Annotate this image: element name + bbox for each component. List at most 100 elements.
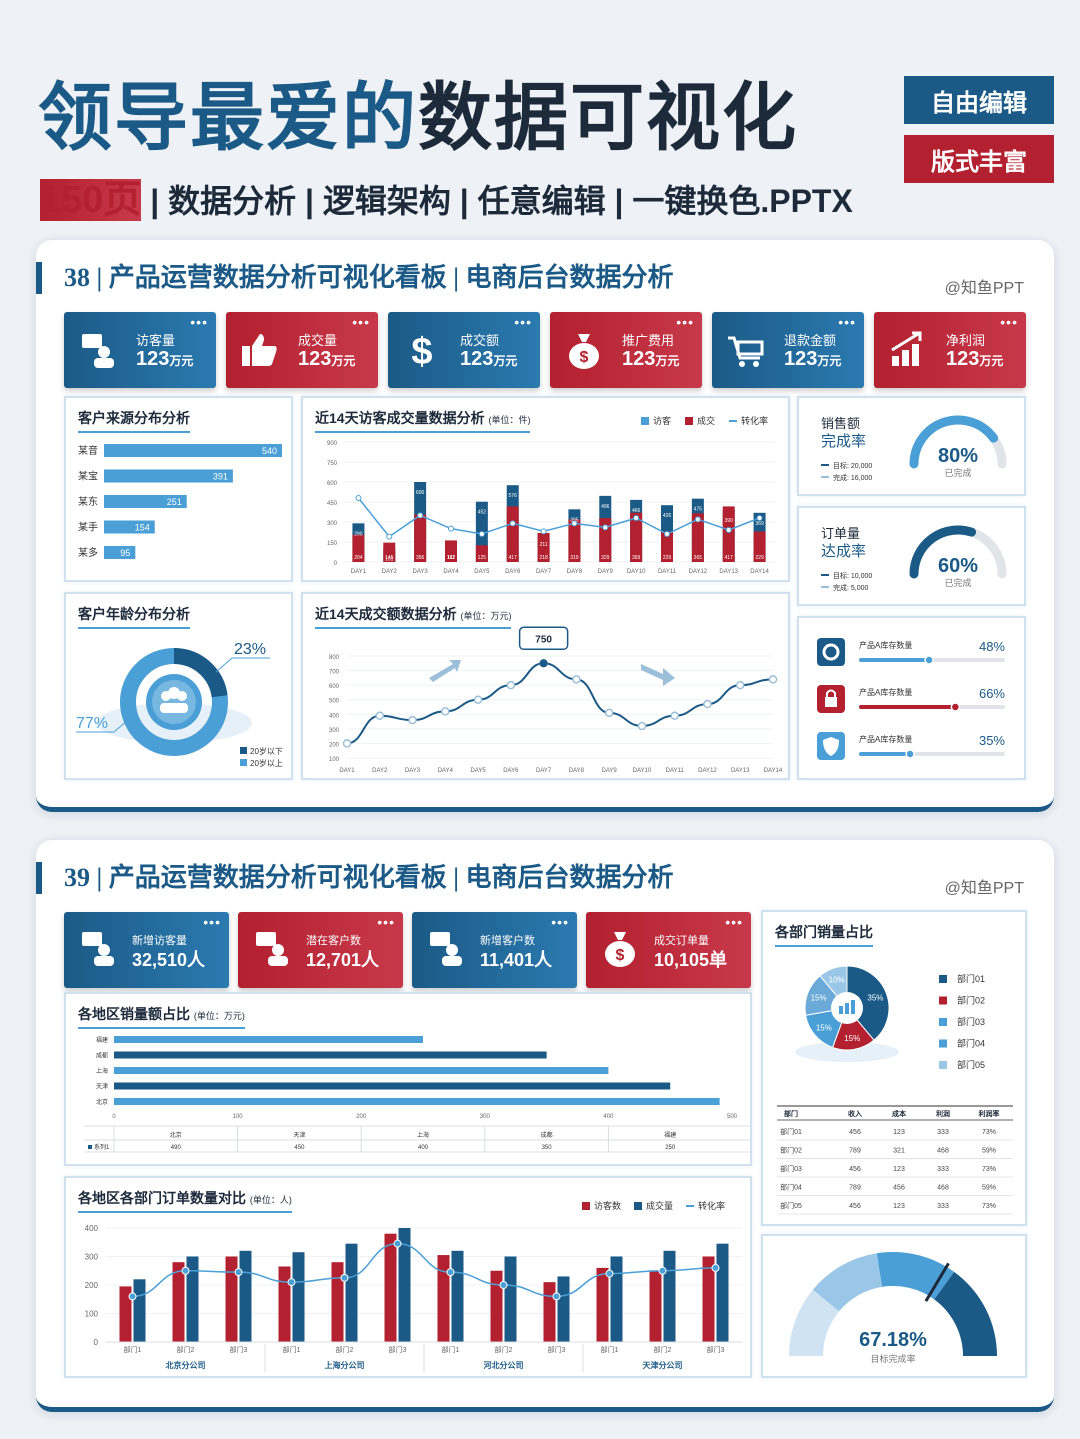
visit-value-label: 290 <box>354 531 363 537</box>
visitor-bar <box>437 1255 450 1342</box>
share-slice <box>831 1007 875 1051</box>
x-tick-label: DAY8 <box>567 569 583 575</box>
panel-title-text: 各地区各部门订单数量对比 <box>78 1190 246 1206</box>
deal-value-label: 145 <box>385 555 394 561</box>
deal-value-label: 162 <box>447 555 456 561</box>
x-tick-label: DAY1 <box>351 569 367 575</box>
legend-swatch <box>939 996 947 1005</box>
visit-value-label: 452 <box>478 510 487 516</box>
x-tick-label: 部门3 <box>707 1345 725 1354</box>
hero-subtitle: 150页 | 数据分析 | 逻辑架构 | 任意编辑 | 一键换色.PPTX <box>40 168 853 223</box>
kpi-number: 123 <box>784 348 818 370</box>
share-slice <box>846 965 890 1041</box>
rate-point <box>386 533 393 540</box>
x-tick-label: DAY4 <box>443 569 459 575</box>
more-icon[interactable]: ••• <box>1000 314 1018 330</box>
table-header-cell: 天津 <box>293 1132 305 1139</box>
kpi-label: 退款金额 <box>784 333 837 348</box>
more-icon[interactable]: ••• <box>551 914 569 930</box>
share-slice-label: 15% <box>811 994 827 1003</box>
panel-title-unit: (单位：万元) <box>460 611 512 621</box>
order-gauge: 订单量 达成率 目标: 10,000 完成: 5,000 60% 已完成 <box>821 525 1007 592</box>
rate-point <box>552 1292 561 1301</box>
legend-swatch <box>939 1061 947 1069</box>
donut-slice-under20 <box>173 648 228 698</box>
source-bar <box>104 469 233 483</box>
y-tick-label: 150 <box>327 541 338 547</box>
stock-bar-knob <box>924 655 934 665</box>
peak-callout <box>518 626 569 651</box>
more-icon[interactable]: ••• <box>203 914 221 930</box>
sales-gauge-arc <box>909 415 999 469</box>
rate-point <box>725 527 732 533</box>
deal-bar <box>630 512 643 562</box>
kpi-value: 123万元 <box>784 348 841 371</box>
x-tick-label: 部门3 <box>548 1345 566 1354</box>
table-cell: 73% <box>982 1129 996 1136</box>
deal-bar <box>414 514 427 562</box>
deal-bar <box>753 531 766 562</box>
kpi-label: 成交量 <box>298 333 338 348</box>
gauge-segment <box>789 1289 840 1356</box>
legend-label: 成交量 <box>646 1200 673 1211</box>
panel-title-unit: (单位：人) <box>249 1195 292 1205</box>
bar-category-label: 某多 <box>78 546 98 559</box>
stock-pct: 66% <box>979 686 1005 701</box>
dept-panel: 各地区各部门订单数量对比 (单位：人) 访客数 成交量 转化率 0 100 200 300 4… <box>64 1176 752 1378</box>
deal-bar <box>292 1252 305 1342</box>
table-cell: 456 <box>849 1129 861 1136</box>
deal-bar <box>691 513 704 562</box>
x-tick-label: 部门1 <box>283 1345 301 1354</box>
x-tick-label: DAY3 <box>405 768 421 774</box>
visitor-bar <box>384 1233 397 1342</box>
stock-label: 产品A库存数量 <box>859 734 912 744</box>
kpi-value: 32,510人 <box>132 950 206 970</box>
kpi-label: 成交额 <box>460 333 500 348</box>
legend-label: 成交 <box>697 415 715 426</box>
hero-subtitle-tags: | 数据分析 | 逻辑架构 | 任意编辑 | 一键换色.PPTX <box>141 183 853 219</box>
amount-point <box>604 708 614 718</box>
more-icon[interactable]: ••• <box>377 914 395 930</box>
source-bar <box>104 546 136 559</box>
share-slice-label: 35% <box>867 994 883 1003</box>
visit-value-label: 576 <box>509 493 518 499</box>
share-slice-label: 10% <box>829 976 845 985</box>
region-bar <box>114 1082 671 1090</box>
x-tick-label: DAY14 <box>764 768 783 774</box>
bar-category-label: 某宝 <box>78 470 98 483</box>
kpi-label: 净利润 <box>946 333 986 348</box>
region-bar <box>114 1067 609 1074</box>
more-icon[interactable]: ••• <box>514 314 532 330</box>
target-gauge-panel: 67.18% 目标完成率 <box>761 1234 1027 1378</box>
more-icon[interactable]: ••• <box>352 314 370 330</box>
x-tick-label: DAY9 <box>598 569 614 575</box>
more-icon[interactable]: ••• <box>190 314 208 330</box>
legend-label: 转化率 <box>698 1200 725 1211</box>
more-icon[interactable]: ••• <box>838 314 856 330</box>
x-tick-label: 部门2 <box>336 1345 354 1354</box>
card-title: 38 | 产品运营数据分析可视化看板 | 电商后台数据分析 <box>36 262 673 294</box>
table-cell: 789 <box>849 1185 861 1192</box>
share-slice-label: 15% <box>844 1034 860 1043</box>
table-cell: 123 <box>893 1129 905 1136</box>
rate-point <box>393 1239 402 1248</box>
visit-value-label: 211 <box>540 542 548 548</box>
badge-rich-layouts: 版式丰富 <box>904 135 1054 183</box>
sales-gauge: 销售额 完成率 目标: 20,000 完成: 16,000 80% 已完成 <box>821 415 1007 482</box>
x-tick-label: DAY13 <box>731 768 750 774</box>
rate-point <box>446 1268 455 1277</box>
more-icon[interactable]: ••• <box>725 914 743 930</box>
stock-bar-fill <box>859 705 956 709</box>
visit-value-label: 101 <box>385 557 394 563</box>
sales-done: 完成: 16,000 <box>833 473 872 482</box>
deal-bar <box>557 1276 570 1342</box>
deal-bar <box>345 1243 358 1342</box>
hero-title: 领导最爱的数据可视化 <box>38 58 798 165</box>
more-icon[interactable]: ••• <box>676 314 694 330</box>
amount-line <box>346 662 774 745</box>
deal-bar <box>383 542 396 562</box>
legend-swatch <box>685 417 693 425</box>
table-cell: 456 <box>849 1203 861 1210</box>
x-tick-label: DAY5 <box>470 768 486 774</box>
svg-text:$: $ <box>580 349 589 366</box>
